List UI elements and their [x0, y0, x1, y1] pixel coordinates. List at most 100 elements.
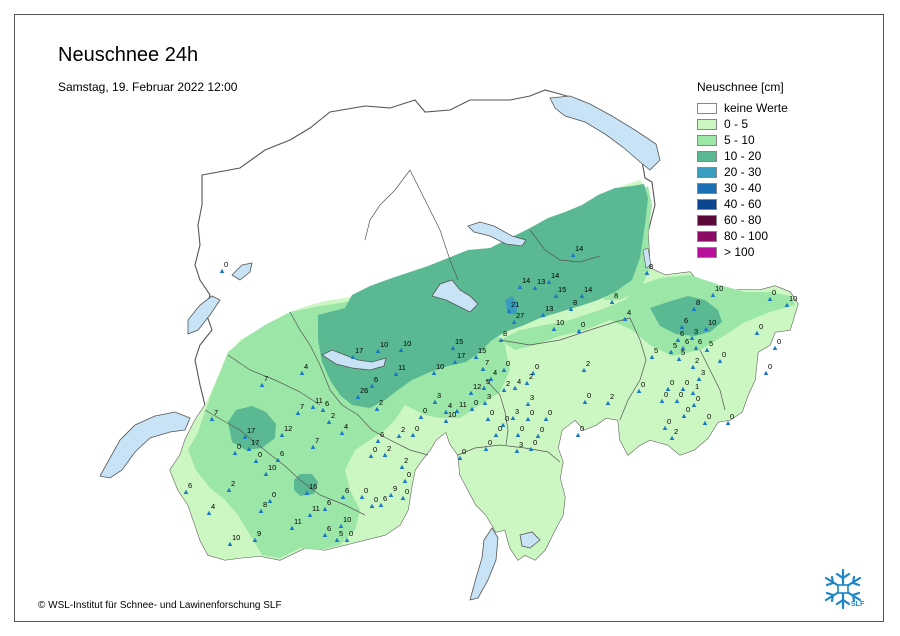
station: 12	[279, 424, 292, 437]
station-value: 0	[364, 486, 368, 495]
station-value: 4	[304, 362, 308, 371]
station-marker-icon	[295, 410, 301, 415]
station-value: 12	[284, 424, 292, 433]
station-marker-icon	[443, 418, 449, 423]
station-marker-icon	[681, 413, 687, 418]
station: 0	[457, 447, 466, 460]
station: 13	[532, 277, 545, 290]
station-value: 4	[448, 401, 452, 410]
legend-title: Neuschnee [cm]	[697, 80, 784, 94]
legend-swatch	[697, 166, 717, 178]
station-value: 0	[237, 442, 241, 451]
station-marker-icon	[530, 370, 536, 375]
station: 13	[540, 304, 553, 317]
station-marker-icon	[400, 495, 406, 500]
station-value: 0	[641, 380, 645, 389]
station-value: 6	[345, 486, 349, 495]
station: 0	[232, 442, 241, 455]
station: 8	[644, 262, 653, 275]
station-value: 0	[540, 425, 544, 434]
legend-swatch	[697, 230, 717, 242]
station-marker-icon	[517, 284, 523, 289]
station-marker-icon	[543, 416, 549, 421]
station: 0	[659, 390, 668, 403]
station-marker-icon	[375, 348, 381, 353]
station-value: 11	[459, 400, 467, 409]
station-marker-icon	[410, 432, 416, 437]
station-value: 11	[294, 517, 302, 526]
station-value: 2	[331, 411, 335, 420]
station-marker-icon	[431, 370, 437, 375]
station-marker-icon	[252, 537, 258, 542]
station-marker-icon	[512, 385, 518, 390]
lake-biel	[231, 262, 253, 281]
station-marker-icon	[322, 506, 328, 511]
legend-item: > 100	[697, 244, 817, 260]
copyright: © WSL-Institut für Schnee- und Lawinenfo…	[38, 600, 282, 611]
zone-5-10-east	[500, 275, 795, 356]
station-marker-icon	[636, 388, 642, 393]
station: 0	[575, 424, 584, 437]
station: 14	[570, 244, 583, 257]
station-value: 0	[768, 362, 772, 371]
legend-item: keine Werte	[697, 100, 817, 116]
station: 3	[510, 407, 519, 420]
legend-swatch	[697, 198, 717, 210]
station-marker-icon	[326, 419, 332, 424]
station: 2	[396, 425, 405, 438]
station-marker-icon	[452, 359, 458, 364]
station-value: 9	[393, 484, 397, 493]
station: 2	[382, 444, 391, 457]
station-value: 5	[339, 529, 343, 538]
station: 0	[528, 438, 537, 451]
station: 7	[295, 402, 304, 415]
station-value: 3	[515, 407, 519, 416]
station: 7	[209, 408, 218, 421]
station-value: 15	[558, 285, 566, 294]
station: 2	[226, 479, 235, 492]
station-value: 17	[355, 346, 363, 355]
station-marker-icon	[246, 446, 252, 451]
station-value: 0	[777, 337, 781, 346]
station-value: 2	[231, 479, 235, 488]
station-value: 0	[530, 408, 534, 417]
legend-label: > 100	[724, 245, 755, 259]
station: 9	[388, 484, 397, 497]
station-marker-icon	[702, 420, 708, 425]
station-value: 13	[545, 304, 553, 313]
station-value: 2	[695, 356, 699, 365]
station: 8	[258, 500, 267, 513]
station: 11	[310, 396, 323, 409]
station-marker-icon	[469, 406, 475, 411]
station-value: 5	[654, 346, 658, 355]
station-value: 10	[343, 515, 351, 524]
station: 4	[299, 362, 308, 375]
station-marker-icon	[443, 409, 449, 414]
station-marker-icon	[263, 471, 269, 476]
station-marker-icon	[481, 385, 487, 390]
station-value: 5	[673, 341, 677, 350]
legend-label: 40 - 60	[724, 197, 762, 211]
station: 6	[693, 337, 702, 350]
station: 0	[582, 391, 591, 404]
station-value: 14	[522, 276, 530, 285]
station: 0	[767, 288, 776, 301]
station-marker-icon	[674, 398, 680, 403]
station: 9	[252, 529, 261, 542]
station-value: 8	[503, 329, 507, 338]
station-value: 10	[232, 533, 240, 542]
station-marker-icon	[322, 532, 328, 537]
station-value: 15	[478, 346, 486, 355]
station-marker-icon	[668, 349, 674, 354]
station-value: 0	[730, 412, 734, 421]
station: 10	[375, 340, 388, 353]
station: 0	[530, 362, 539, 375]
station: 0	[344, 529, 353, 542]
station: 6	[322, 524, 331, 537]
station: 14	[546, 271, 559, 284]
station: 14	[579, 285, 592, 298]
station-value: 0	[664, 390, 668, 399]
station-value: 0	[707, 412, 711, 421]
station-marker-icon	[754, 330, 760, 335]
legend-label: keine Werte	[724, 101, 788, 115]
